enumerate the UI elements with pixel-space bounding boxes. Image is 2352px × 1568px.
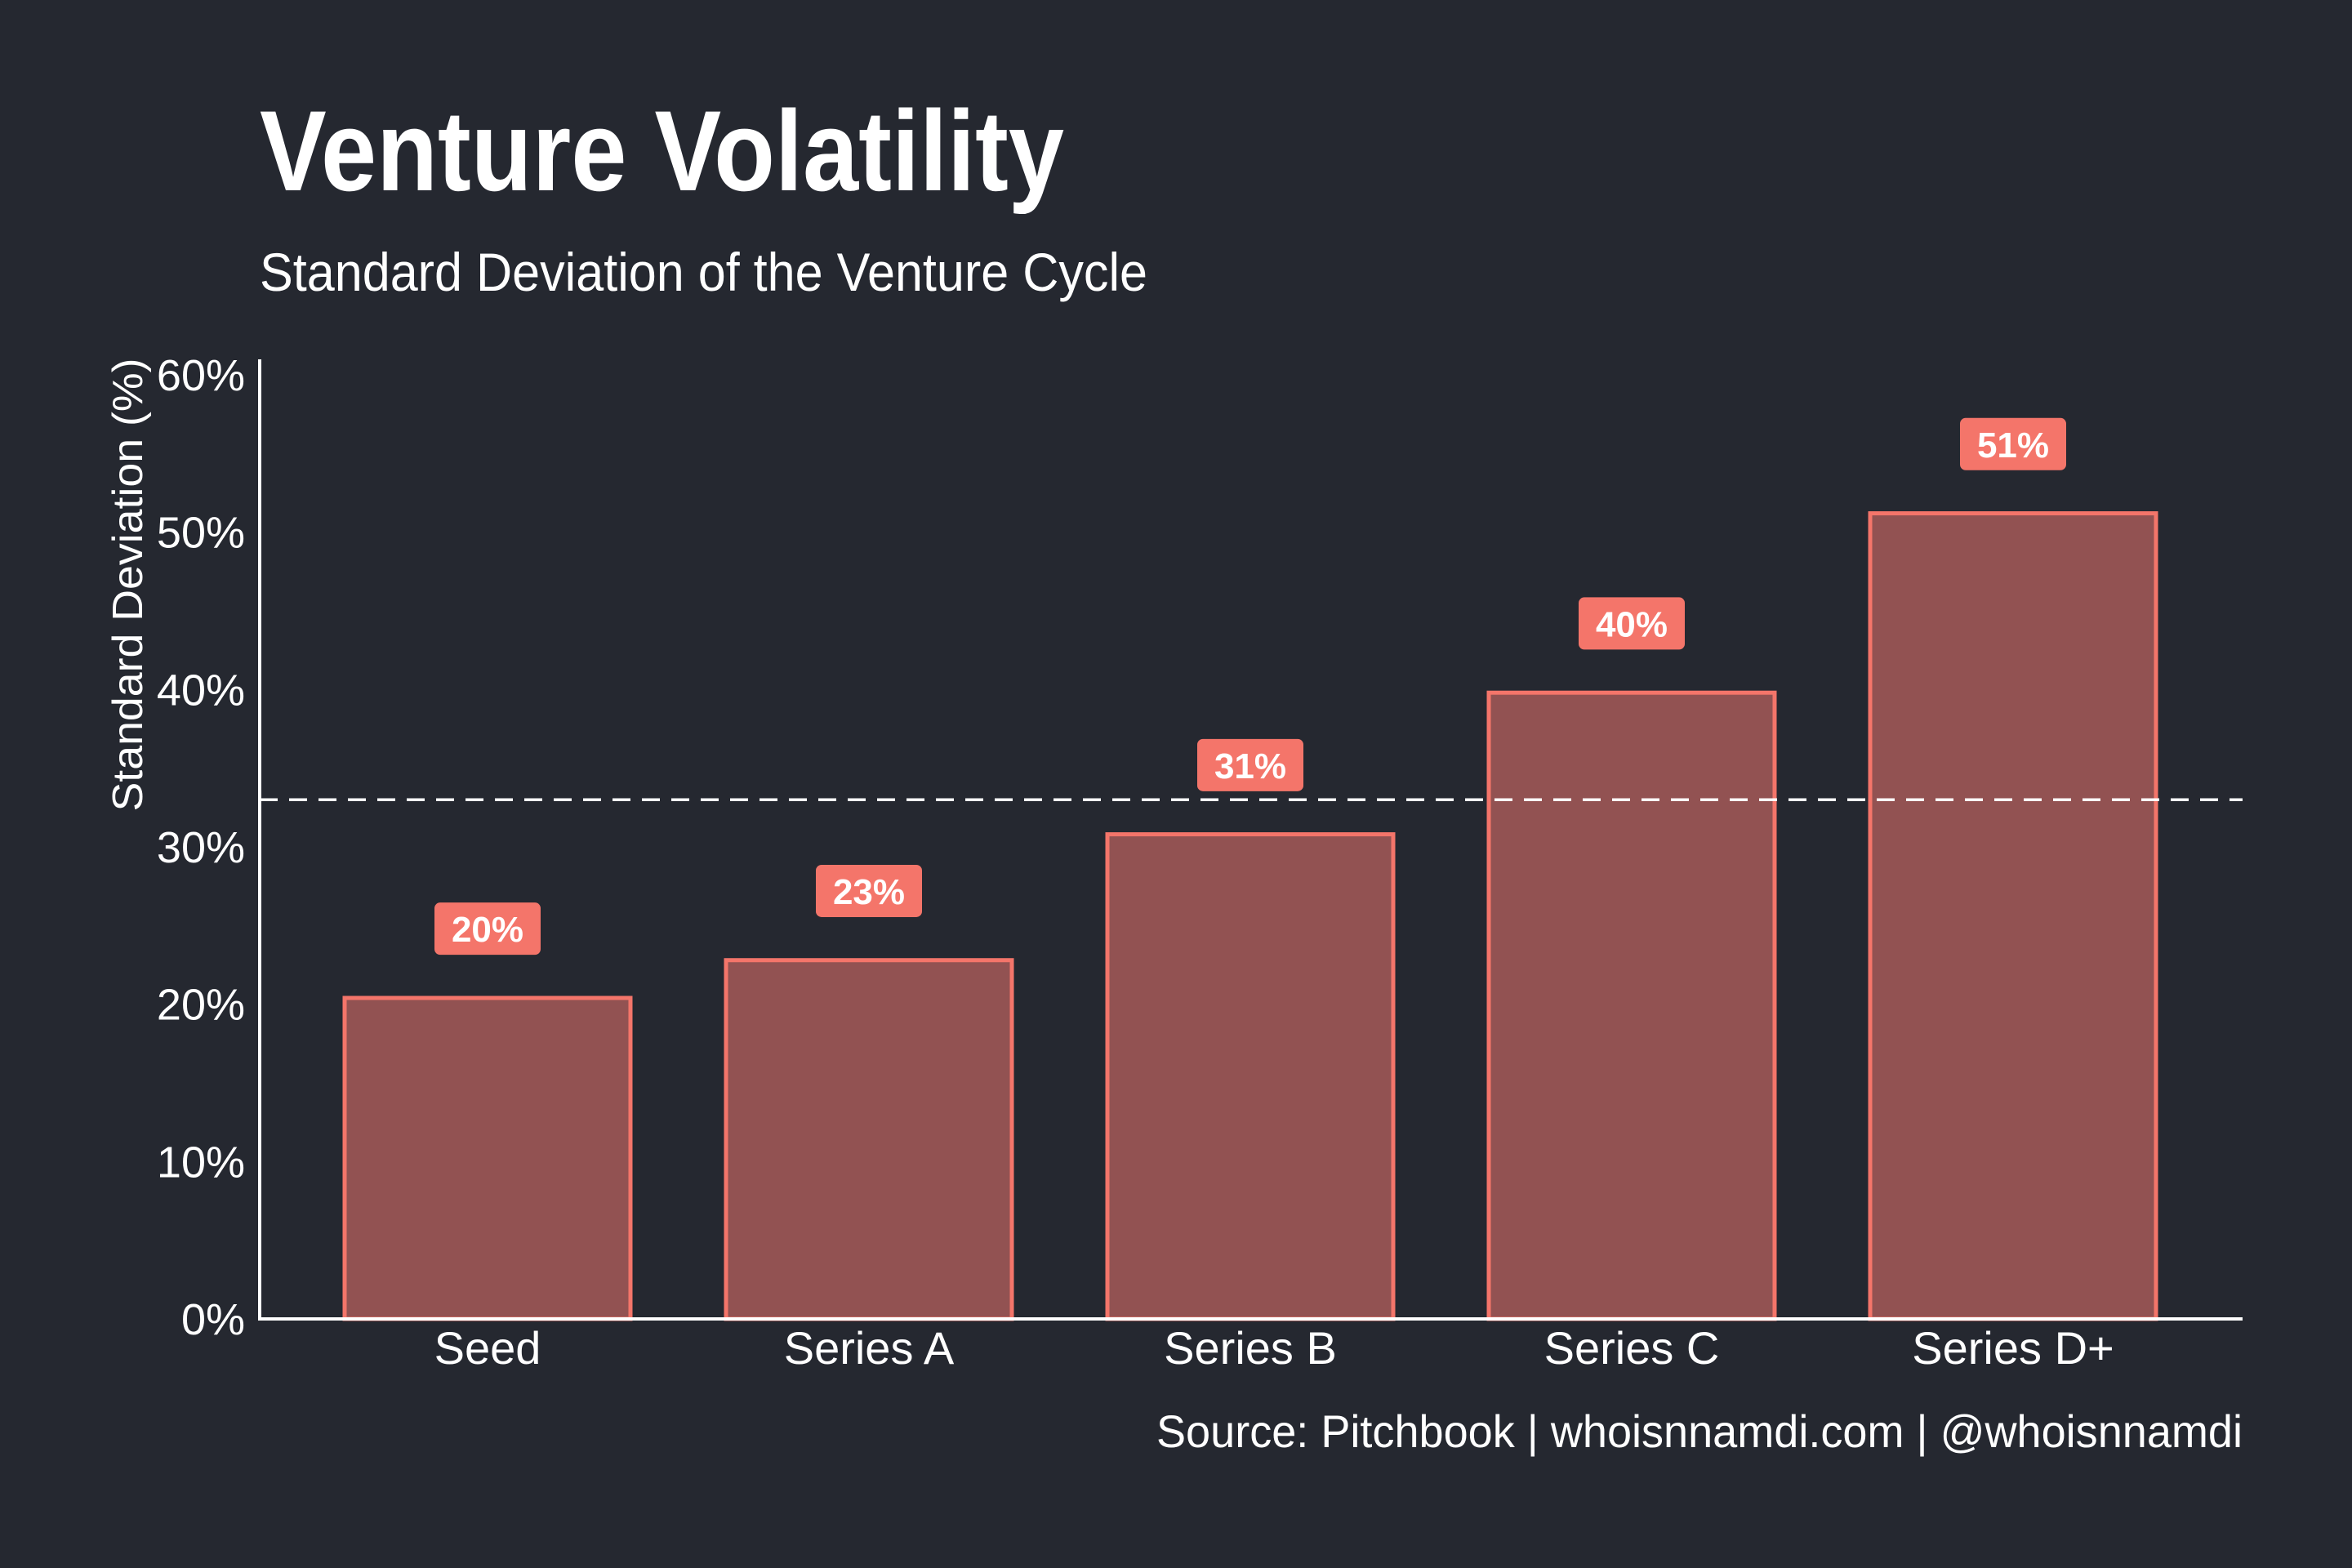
- data-label: 51%: [1977, 425, 2049, 466]
- y-tick-label: 20%: [157, 981, 245, 1030]
- data-label-box: [1197, 738, 1303, 791]
- source-caption: Source: Pitchbook | whoisnnamdi.com | @w…: [1156, 1405, 2243, 1457]
- y-tick-label: 0%: [181, 1295, 245, 1344]
- y-tick-label: 40%: [157, 666, 245, 715]
- y-tick-label: 60%: [157, 351, 245, 400]
- data-label: 23%: [833, 872, 905, 912]
- data-label: 40%: [1596, 604, 1668, 644]
- y-tick-label: 10%: [157, 1138, 245, 1187]
- bar: [1486, 690, 1777, 1321]
- chart-subtitle: Standard Deviation of the Venture Cycle: [260, 242, 1147, 302]
- bar: [1105, 832, 1396, 1321]
- bar: [342, 996, 633, 1321]
- x-tick-label: Series B: [1164, 1322, 1337, 1374]
- data-label-box: [1960, 417, 2066, 470]
- chart-title: Venture Volatility: [260, 87, 1064, 215]
- bar: [1868, 511, 2158, 1321]
- x-tick-label: Series C: [1544, 1322, 1720, 1374]
- data-label: 20%: [452, 910, 523, 950]
- y-axis-label: Standard Deviation (%): [105, 359, 152, 812]
- data-label-box: [816, 864, 922, 917]
- x-tick-label: Seed: [434, 1322, 541, 1374]
- x-tick-label: Series A: [784, 1322, 955, 1374]
- data-label-box: [434, 902, 541, 956]
- y-tick-label: 30%: [157, 823, 245, 872]
- bar: [724, 958, 1014, 1321]
- data-label: 31%: [1214, 746, 1286, 786]
- y-tick-label: 50%: [157, 509, 245, 558]
- x-tick-label: Series D+: [1912, 1322, 2114, 1374]
- data-label-box: [1579, 597, 1685, 650]
